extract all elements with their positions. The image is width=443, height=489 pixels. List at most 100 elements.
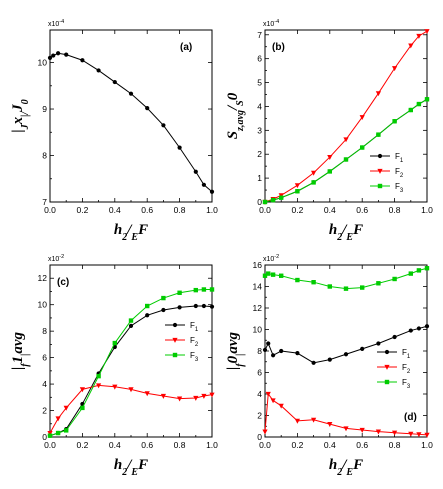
data-point xyxy=(295,351,300,356)
legend-marker xyxy=(384,349,390,355)
data-point xyxy=(128,91,134,96)
panel-d-series-f2 xyxy=(262,391,430,438)
x-tick-label: 0.8 xyxy=(174,205,186,215)
data-point xyxy=(56,51,61,56)
data-point xyxy=(51,53,56,58)
panel-d-letter: (d) xyxy=(404,412,417,423)
data-point xyxy=(294,418,300,424)
data-point xyxy=(424,324,430,329)
panel-b-series-f3 xyxy=(262,97,430,205)
panel-c-multiplier: x10-2 xyxy=(48,254,64,263)
legend-entry-label: F3 xyxy=(190,351,199,363)
data-point xyxy=(193,169,198,174)
data-point xyxy=(262,429,268,435)
panel-b-letter: (b) xyxy=(272,42,285,53)
data-point xyxy=(360,285,365,290)
legend-entry-label: F1 xyxy=(190,321,199,333)
data-point xyxy=(160,393,166,399)
data-point xyxy=(209,287,215,292)
data-point xyxy=(327,357,332,362)
x-tick-label: 0.0 xyxy=(259,205,271,215)
data-point xyxy=(266,271,271,276)
panel-c: 0.0 0.2 0.4 0.6 0.8 1.0 0 2 4 6 8 10 12 x10-2 (c) h2/EF… xyxy=(10,254,218,478)
data-point xyxy=(80,405,85,411)
legend-marker xyxy=(377,183,383,189)
x-tick-label: 0.4 xyxy=(324,205,336,215)
legend-entry-label: F2 xyxy=(395,167,404,179)
x-tick-label: 0.6 xyxy=(141,205,153,215)
y-tick-label: 2 xyxy=(42,406,47,416)
data-point xyxy=(416,432,422,438)
data-point xyxy=(392,119,397,124)
data-point xyxy=(343,286,349,291)
panel-d-series-f3 xyxy=(262,266,430,291)
panel-a-xlabel: h2/EF xyxy=(114,222,148,243)
x-tick-label: 0.4 xyxy=(109,440,121,450)
data-point xyxy=(161,295,166,301)
panel-d-legend: F1 F2 F3 xyxy=(377,348,411,390)
x-tick-label: 0.0 xyxy=(44,205,56,215)
y-tick-label: 8 xyxy=(42,326,47,336)
y-tick-label: 8 xyxy=(42,151,47,161)
panel-b-xlabel: h2/EF xyxy=(329,222,363,243)
data-point xyxy=(295,277,300,283)
data-point xyxy=(392,430,398,436)
y-tick-label: 7 xyxy=(42,197,47,207)
data-point xyxy=(262,199,268,205)
series-line xyxy=(264,98,428,203)
data-point xyxy=(161,123,166,128)
data-point xyxy=(201,182,206,187)
data-point xyxy=(64,52,69,57)
data-point xyxy=(262,273,268,278)
data-point xyxy=(408,107,413,113)
x-tick-label: 0.0 xyxy=(259,440,271,450)
data-point xyxy=(177,290,182,295)
panel-c-legend: F1 F2 F3 xyxy=(165,321,199,363)
data-point xyxy=(311,170,317,176)
panel-a-multiplier: x10-4 xyxy=(48,19,64,28)
x-tick-label: 0.8 xyxy=(389,440,401,450)
y-tick-label: 9 xyxy=(42,104,47,114)
data-point xyxy=(343,426,349,432)
y-tick-label: 6 xyxy=(42,353,47,363)
data-point xyxy=(270,398,276,404)
panel-b-multiplier: x10-4 xyxy=(263,19,279,28)
legend-marker xyxy=(384,364,390,370)
data-point xyxy=(376,341,381,346)
series-line xyxy=(49,52,213,193)
panel-a-frame xyxy=(49,29,213,203)
data-point xyxy=(112,79,117,85)
data-point xyxy=(266,341,271,346)
data-point xyxy=(416,101,422,107)
data-point xyxy=(112,340,117,346)
data-point xyxy=(209,392,215,398)
x-tick-label: 1.0 xyxy=(206,205,218,215)
data-point xyxy=(112,384,118,390)
y-tick-label: 4 xyxy=(257,389,262,399)
data-point xyxy=(424,266,430,271)
panel-c-series-f3 xyxy=(47,287,215,438)
x-tick-label: 1.0 xyxy=(206,440,218,450)
data-point xyxy=(270,272,276,277)
data-point xyxy=(376,281,381,286)
y-tick-label: 0 xyxy=(42,432,47,442)
y-tick-label: 4 xyxy=(257,101,262,111)
panel-a-ylabel: |Jx|/J0 xyxy=(10,99,31,132)
panel-d-multiplier: x10-2 xyxy=(263,254,279,263)
data-point xyxy=(145,105,150,111)
y-tick-label: 10 xyxy=(253,325,263,335)
data-point xyxy=(79,387,85,393)
panel-b-ylabel: Sz,avg/S0 xyxy=(225,92,246,139)
x-tick-label: 0.0 xyxy=(44,440,56,450)
data-point xyxy=(145,303,150,309)
y-tick-label: 0 xyxy=(257,432,262,442)
x-tick-label: 0.4 xyxy=(324,440,336,450)
x-tick-label: 0.2 xyxy=(291,440,303,450)
data-point xyxy=(47,55,53,60)
data-point xyxy=(271,353,276,358)
x-tick-label: 0.8 xyxy=(389,205,401,215)
series-line xyxy=(264,325,428,364)
data-point xyxy=(270,197,276,203)
x-tick-label: 1.0 xyxy=(421,440,433,450)
